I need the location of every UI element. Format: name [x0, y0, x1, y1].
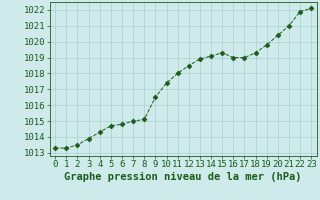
X-axis label: Graphe pression niveau de la mer (hPa): Graphe pression niveau de la mer (hPa): [64, 172, 302, 182]
